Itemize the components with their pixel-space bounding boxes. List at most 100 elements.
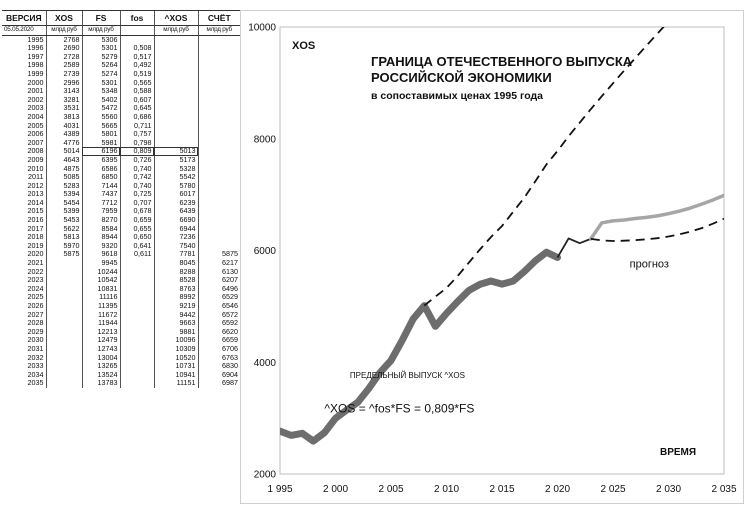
table-row: 2007 4776 5981 0,798 <box>2 138 240 148</box>
table-cell <box>197 61 240 70</box>
table-cell: 2031 <box>27 344 44 353</box>
table-cell: 2028 <box>27 319 44 328</box>
table-cell: 5875 <box>197 250 240 260</box>
table-cell: 0,588 <box>119 87 154 96</box>
table-cell: 6239 <box>153 198 198 208</box>
table-cell: 0,757 <box>119 130 154 139</box>
table-row: 2012 5283 7144 0,740 5780 <box>2 181 240 191</box>
table-cell: 11151 <box>153 379 198 388</box>
table-cell: 2768 <box>45 35 82 45</box>
table-cell: 0,659 <box>119 216 154 225</box>
table-cell: 13265 <box>81 362 120 371</box>
table-cell <box>45 259 82 268</box>
table-cell: 5085 <box>45 173 82 182</box>
table-row: 1999 2739 5274 0,519 <box>2 69 240 79</box>
table-cell: 1995 <box>27 35 44 44</box>
y-tick-label: 4000 <box>254 358 277 369</box>
table-cell: 9320 <box>81 241 120 251</box>
table-cell: 5472 <box>81 104 120 113</box>
table-cell: 6659 <box>197 336 240 345</box>
table-cell: 12213 <box>81 327 120 337</box>
unit-xos-limit: млрд руб <box>153 25 198 36</box>
table-cell <box>197 104 240 113</box>
table-cell: 0,740 <box>119 181 154 191</box>
table-cell: 2690 <box>45 44 82 53</box>
unit-fos <box>119 25 154 36</box>
table-cell <box>197 130 240 139</box>
table-cell <box>197 190 240 199</box>
table-cell <box>45 344 82 354</box>
spreadsheet: ВЕРСИЯ XOS FS fos ^XOS СЧЁТ 05.05.2020 м… <box>2 10 240 388</box>
table-row: 2013 5394 7437 0,725 6017 <box>2 190 240 199</box>
table-cell: 9663 <box>153 319 198 328</box>
table-cell <box>119 370 154 380</box>
table-cell: 2589 <box>45 61 82 70</box>
table-cell <box>45 267 82 277</box>
table-cell <box>119 302 154 311</box>
table-cell: 0,655 <box>119 224 154 234</box>
table-cell: 5542 <box>153 173 198 182</box>
plot-area <box>279 26 725 475</box>
table-cell: 6690 <box>153 216 198 225</box>
table-cell: 0,607 <box>119 95 154 105</box>
table-cell <box>153 95 198 105</box>
table-cell <box>197 198 240 208</box>
table-row: 2020 5875 9618 0,611 7781 5875 <box>2 250 240 260</box>
table-cell: 5301 <box>81 44 120 53</box>
table-cell: 0,611 <box>119 250 154 260</box>
table-cell: 2007 <box>27 138 44 147</box>
table-row: 2009 4643 6395 0,726 5173 <box>2 155 240 165</box>
table-cell: 6395 <box>81 155 120 165</box>
table-cell: 4389 <box>45 130 82 139</box>
table-row: 2034 13524 10941 6904 <box>2 370 240 380</box>
table-cell: 2000 <box>27 78 44 87</box>
table-cell <box>119 284 154 294</box>
table-row: 2022 10244 8288 6130 <box>2 267 240 277</box>
col-header-fs: FS <box>81 10 120 26</box>
annotation-label: ПРЕДЕЛЬНЫЙ ВЫПУСК ^XOS <box>350 371 465 380</box>
table-row: 2017 5622 8584 0,655 6944 <box>2 224 240 234</box>
table-cell <box>45 310 82 320</box>
table-cell: 5454 <box>45 198 82 208</box>
table-cell: 11116 <box>81 293 120 302</box>
table-cell <box>119 379 154 388</box>
table-cell: 2034 <box>27 370 44 379</box>
table-cell: 0,519 <box>119 69 154 79</box>
table-cell: 5399 <box>45 207 82 217</box>
table-cell <box>153 138 198 148</box>
table-cell <box>45 327 82 337</box>
table-cell <box>153 87 198 96</box>
table-cell: 4875 <box>45 164 82 174</box>
table-cell <box>153 61 198 70</box>
table-row: 2030 12479 10096 6659 <box>2 336 240 345</box>
table-cell: 8528 <box>153 276 198 285</box>
table-cell: 2003 <box>27 104 44 113</box>
table-cell: 6620 <box>197 327 240 337</box>
series-line-forecast <box>590 217 724 242</box>
table-cell: 2001 <box>27 87 44 96</box>
unit-count: млрд руб <box>197 25 240 36</box>
table-cell: 3281 <box>45 95 82 105</box>
table-cell: 3813 <box>45 112 82 122</box>
table-cell: 2012 <box>27 181 44 190</box>
table-cell: 5013 <box>153 147 198 156</box>
table-cell <box>119 362 154 371</box>
table-cell: 0,707 <box>119 198 154 208</box>
table-cell <box>119 336 154 345</box>
chart-subtitle: в сопоставимых ценах 1995 года <box>371 90 543 102</box>
table-cell: 2017 <box>27 224 44 233</box>
table-cell: 7437 <box>81 190 120 199</box>
table-cell: 3143 <box>45 87 82 96</box>
table-cell: 2032 <box>27 353 44 362</box>
table-cell: 6850 <box>81 173 120 182</box>
table-cell: 2020 <box>27 250 44 259</box>
table-cell: 9219 <box>153 302 198 311</box>
table-cell <box>45 379 82 388</box>
table-cell <box>45 276 82 285</box>
table-cell <box>119 353 154 363</box>
table-cell <box>197 164 240 174</box>
chart-title-line-1: ГРАНИЦА ОТЕЧЕСТВЕННОГО ВЫПУСКА <box>371 54 633 69</box>
col-header-xos-limit: ^XOS <box>153 10 198 26</box>
table-row: 2032 13004 10520 6763 <box>2 353 240 363</box>
table-cell: 2005 <box>27 121 44 130</box>
